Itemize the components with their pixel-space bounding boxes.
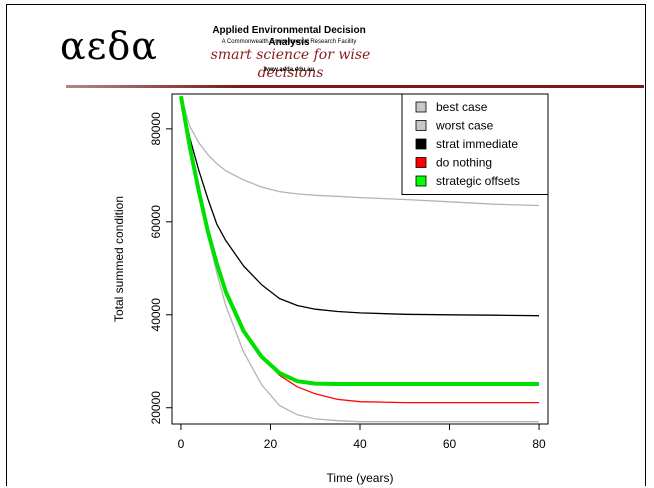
header-rule [66, 85, 644, 88]
tagline: smart science for wise decisions [210, 47, 371, 81]
legend-label: best case [436, 100, 488, 114]
y-tick-label: 80000 [149, 112, 163, 146]
legend-swatch [415, 175, 427, 187]
legend-label: strat immediate [436, 137, 518, 151]
x-tick-label: 80 [532, 437, 546, 451]
legend-swatch [415, 138, 427, 150]
org-url: www.aeda.edu.au [263, 67, 315, 73]
y-tick-label: 40000 [149, 298, 163, 332]
slide-frame [6, 4, 646, 486]
y-axis-label: Total summed condition [112, 196, 126, 322]
series-line-strategic-offsets [179, 95, 539, 386]
x-tick-label: 60 [443, 437, 457, 451]
x-axis-label: Time (years) [327, 471, 394, 485]
x-tick-label: 0 [178, 437, 185, 451]
series-line-worst-case [180, 96, 540, 207]
x-tick-label: 40 [353, 437, 367, 451]
legend-label: worst case [435, 119, 494, 133]
legend-label: do nothing [436, 156, 492, 170]
legend-swatch [415, 157, 427, 168]
legend-swatch [415, 101, 427, 113]
org-subtitle: A Commonwealth Environmental Research Fa… [221, 39, 357, 45]
org-name: Applied Environmental Decision Analysis [212, 25, 366, 48]
series-line-strat-immediate [180, 96, 540, 317]
aeda-logo: αεδα [60, 24, 158, 68]
y-tick-label: 60000 [149, 205, 163, 239]
y-tick-label: 20000 [149, 391, 163, 425]
legend-swatch [415, 120, 427, 131]
chart-legend: best case worst case strat immediate do not… [401, 93, 549, 195]
legend-label: strategic offsets [436, 174, 520, 188]
x-tick-label: 20 [264, 437, 278, 451]
